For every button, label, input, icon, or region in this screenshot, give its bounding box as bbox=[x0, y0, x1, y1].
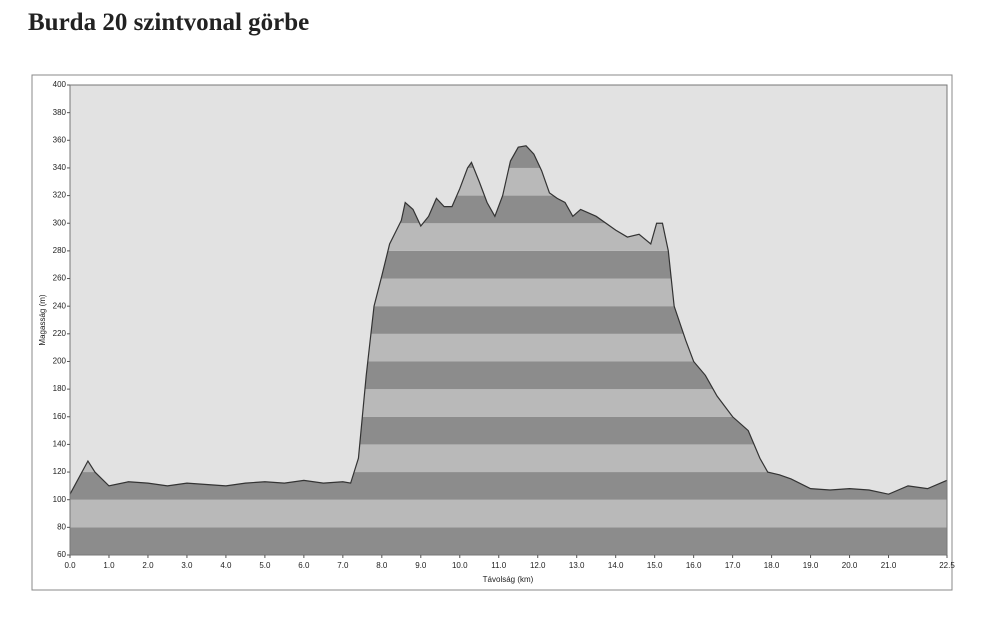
y-tick-label: 120 bbox=[53, 467, 67, 476]
x-tick-label: 6.0 bbox=[298, 561, 310, 570]
x-tick-label: 22.5 bbox=[939, 561, 955, 570]
x-tick-label: 9.0 bbox=[415, 561, 427, 570]
x-tick-label: 3.0 bbox=[181, 561, 193, 570]
y-tick-label: 180 bbox=[53, 384, 67, 393]
x-tick-label: 18.0 bbox=[764, 561, 780, 570]
x-tick-label: 20.0 bbox=[842, 561, 858, 570]
y-tick-label: 300 bbox=[53, 218, 67, 227]
x-tick-label: 12.0 bbox=[530, 561, 546, 570]
y-tick-label: 240 bbox=[53, 301, 67, 310]
x-tick-label: 16.0 bbox=[686, 561, 702, 570]
y-tick-label: 200 bbox=[53, 357, 67, 366]
y-tick-label: 60 bbox=[57, 550, 66, 559]
plot-area: 60 80 100 120 140 160 180 200 220 240 260 280 300 320… bbox=[53, 80, 956, 570]
chart-title: Burda 20 szintvonal görbe bbox=[28, 9, 309, 36]
y-tick-label: 380 bbox=[53, 108, 67, 117]
x-tick-label: 19.0 bbox=[803, 561, 819, 570]
x-tick-label: 4.0 bbox=[220, 561, 232, 570]
x-tick-label: 13.0 bbox=[569, 561, 585, 570]
x-tick-label: 8.0 bbox=[376, 561, 388, 570]
x-tick-label: 0.0 bbox=[64, 561, 76, 570]
y-tick-label: 320 bbox=[53, 191, 67, 200]
y-tick-label: 360 bbox=[53, 135, 67, 144]
x-tick-label: 5.0 bbox=[259, 561, 271, 570]
x-tick-label: 14.0 bbox=[608, 561, 624, 570]
x-tick-label: 2.0 bbox=[142, 561, 154, 570]
x-tick-label: 15.0 bbox=[647, 561, 663, 570]
y-axis-label: Magasság (m) bbox=[38, 294, 47, 345]
y-tick-label: 160 bbox=[53, 412, 67, 421]
y-tick-label: 80 bbox=[57, 522, 66, 531]
x-tick-label: 10.0 bbox=[452, 561, 468, 570]
x-tick-label: 21.0 bbox=[881, 561, 897, 570]
y-tick-label: 280 bbox=[53, 246, 67, 255]
y-tick-label: 140 bbox=[53, 440, 67, 449]
x-axis-label: Távolság (km) bbox=[483, 575, 534, 584]
y-tick-label: 400 bbox=[53, 80, 67, 89]
x-tick-label: 1.0 bbox=[103, 561, 115, 570]
y-tick-label: 100 bbox=[53, 495, 67, 504]
x-tick-label: 7.0 bbox=[337, 561, 349, 570]
y-tick-label: 220 bbox=[53, 329, 67, 338]
elevation-line bbox=[69, 145, 948, 495]
y-tick-label: 260 bbox=[53, 274, 67, 283]
x-tick-label: 17.0 bbox=[725, 561, 741, 570]
grid-band bbox=[70, 527, 947, 555]
plot-border bbox=[69, 84, 948, 556]
y-tick-label: 340 bbox=[53, 163, 67, 172]
x-tick-label: 11.0 bbox=[491, 561, 507, 570]
grid-band bbox=[70, 499, 947, 528]
